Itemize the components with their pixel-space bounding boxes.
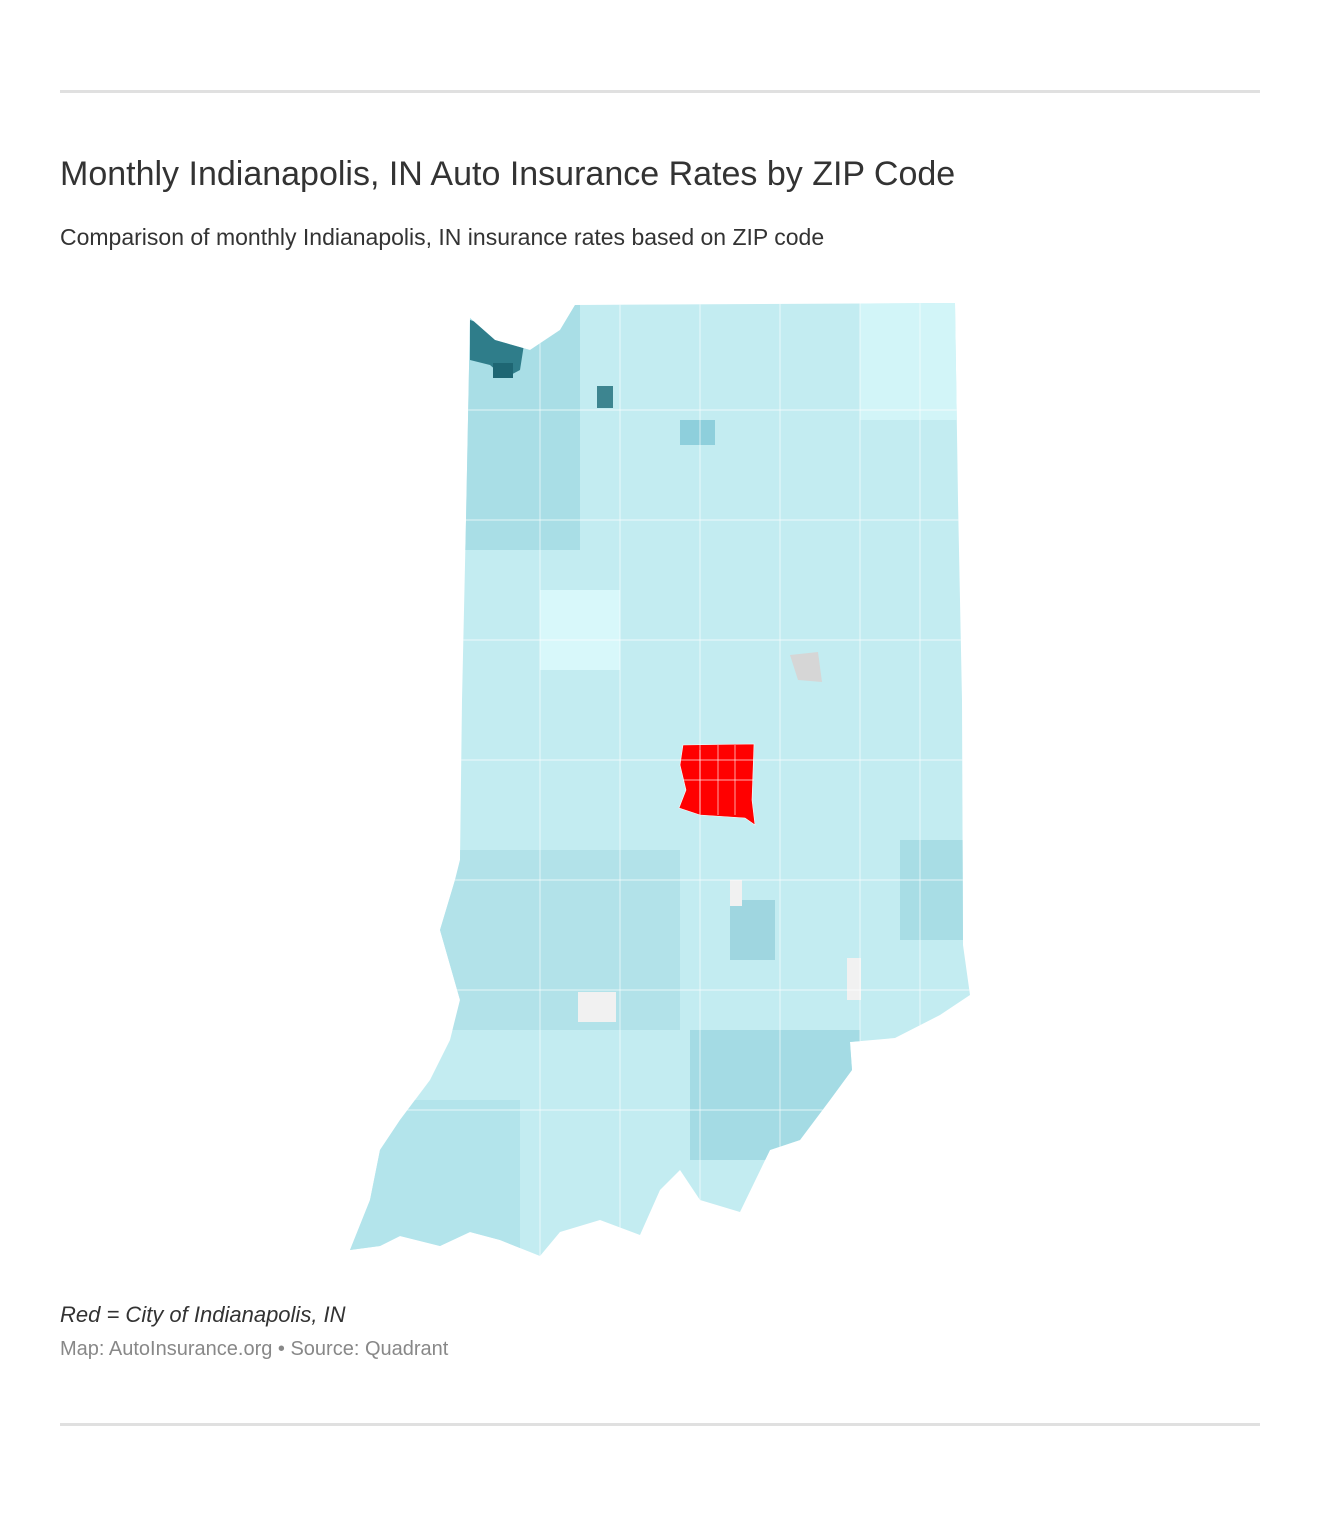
state-shape [350,303,970,1256]
title: Monthly Indianapolis, IN Auto Insurance … [60,155,956,193]
source: Map: AutoInsurance.org • Source: Quadran… [60,1338,449,1360]
subtitle: Comparison of monthly Indianapolis, IN i… [60,224,825,250]
legend-note: Red = City of Indianapolis, IN [60,1302,346,1327]
bottom-rule [60,1423,1260,1426]
top-rule [60,90,1260,93]
